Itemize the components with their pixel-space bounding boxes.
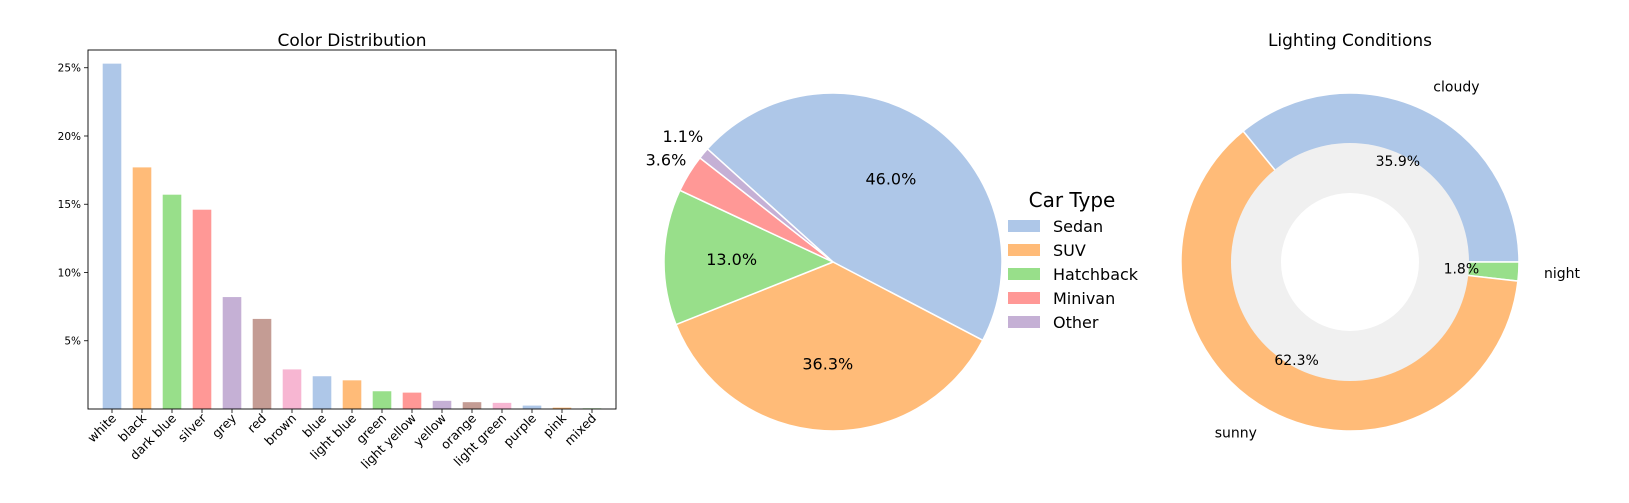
x-tick-label: silver [175, 410, 210, 445]
donut-value-label: 1.8% [1444, 261, 1480, 277]
x-tick-label: purple [500, 410, 539, 449]
y-tick-label: 20% [58, 131, 81, 143]
bar-grey [222, 297, 242, 409]
x-tick-label: red [244, 411, 269, 436]
bar-light-yellow [402, 392, 422, 409]
bar-black [132, 167, 152, 409]
legend-swatch-suv [1008, 244, 1040, 256]
donut-category-label: sunny [1215, 426, 1257, 442]
car-type-pie-labels: 46.0% 36.3% 13.0% 3.6% 1.1% [646, 127, 917, 373]
legend-title: Car Type [1029, 188, 1116, 212]
legend-label-minivan: Minivan [1053, 289, 1115, 308]
legend-swatch-other [1008, 316, 1040, 328]
bar-purple [522, 405, 542, 409]
legend-label-other: Other [1053, 313, 1099, 332]
x-tick-label: brown [261, 411, 299, 449]
y-tick-label: 5% [64, 336, 81, 348]
x-tick-label: mixed [561, 411, 599, 449]
car-type-pie [663, 92, 1003, 432]
bar-chart-bars [102, 63, 602, 410]
pie-value-label: 46.0% [865, 170, 916, 189]
pie-value-label: 13.0% [706, 250, 757, 269]
pie-slice-hatchback [663, 189, 835, 326]
x-tick-label: white [84, 410, 119, 445]
bar-silver [192, 209, 212, 409]
x-tick-label: grey [209, 410, 240, 441]
bar-brown [282, 369, 302, 409]
donut-chart-title: Lighting Conditions [1268, 31, 1432, 51]
donut-category-label: night [1544, 266, 1581, 282]
legend-swatch-sedan [1008, 220, 1040, 232]
y-tick-label: 15% [58, 199, 81, 211]
donut-hole [1281, 193, 1419, 331]
bar-green [372, 391, 392, 409]
y-tick-label: 10% [58, 267, 81, 279]
bar-light-green [492, 402, 512, 409]
bar-yellow [432, 400, 452, 409]
pie-value-label: 3.6% [646, 150, 687, 169]
pie-value-label: 36.3% [802, 354, 853, 373]
donut-category-label: cloudy [1433, 79, 1479, 95]
legend-swatch-hatchback [1008, 268, 1040, 280]
y-tick-label: 25% [58, 63, 81, 75]
lighting-donut-labels: cloudy 35.9% night 1.8% sunny 62.3% [1215, 79, 1581, 441]
car-type-pie-panel: 46.0% 36.3% 13.0% 3.6% 1.1% Car Type Sedan SU… [646, 92, 1139, 432]
bar-chart-y-axis: 5% 10% 15% 20% 25% [58, 63, 88, 348]
bar-chart-title: Color Distribution [278, 31, 427, 51]
donut-value-label: 35.9% [1376, 154, 1420, 170]
pie-value-label: 1.1% [663, 127, 704, 146]
bar-chart-panel: Color Distribution 5%10%15%20%25% whiteb… [58, 31, 617, 472]
legend-label-sedan: Sedan [1053, 217, 1103, 236]
bar-orange [462, 402, 482, 409]
bar-white [102, 63, 122, 410]
bar-pink [552, 407, 572, 409]
bar-blue [312, 376, 332, 409]
bar-chart-frame [87, 49, 617, 410]
pie-slice-suv [675, 261, 984, 432]
pie-slice-sedan [706, 92, 1003, 342]
legend-label-hatchback: Hatchback [1053, 265, 1139, 284]
lighting-donut-panel: Lighting Conditions cloudy 35.9% night 1.8%… [1180, 31, 1581, 442]
bar-dark-blue [162, 194, 182, 409]
legend-swatch-minivan [1008, 292, 1040, 304]
car-type-legend: Car Type Sedan SUV Hatchback Minivan Other [1008, 188, 1139, 332]
donut-value-label: 62.3% [1274, 353, 1318, 369]
legend-label-suv: SUV [1053, 241, 1086, 260]
bar-red [252, 318, 272, 409]
bar-light-blue [342, 380, 362, 409]
pie-slice-other [698, 147, 834, 263]
